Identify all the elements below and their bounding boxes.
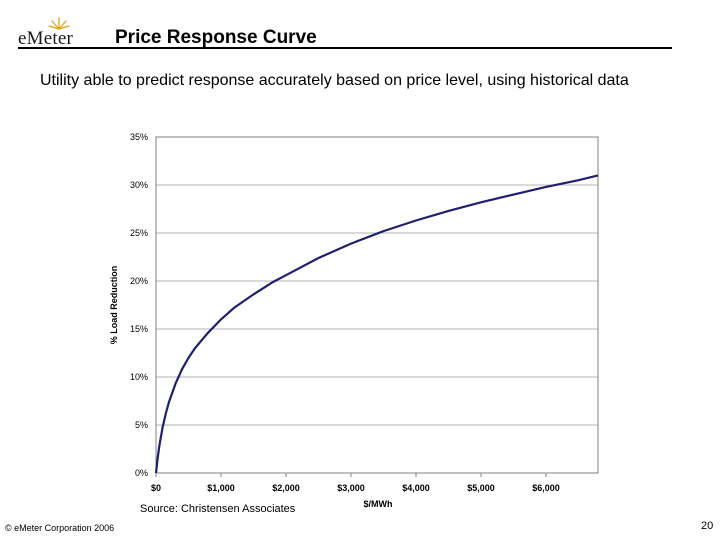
price-response-chart: 0% 5% 10% 15% 20% 25% 30% 35% $0 $1,000 $2,000 $3,…	[109, 132, 599, 509]
series-line	[154, 174, 599, 474]
y-tick-label: 25%	[130, 228, 148, 238]
x-tick-label: $3,000	[337, 483, 365, 493]
chart-gridlines	[156, 136, 598, 474]
emeter-logo: eMeter	[18, 16, 104, 50]
x-tick-label: $2,000	[272, 483, 300, 493]
x-axis-ticks: $0 $1,000 $2,000 $3,000 $4,000 $5,000 $6,000	[151, 473, 560, 493]
sun-rays-icon	[48, 17, 70, 30]
x-tick-label: $4,000	[402, 483, 430, 493]
y-tick-label: 15%	[130, 324, 148, 334]
page-title: Price Response Curve	[115, 27, 317, 48]
y-tick-label: 0%	[135, 468, 148, 478]
x-axis-label: $/MWh	[364, 499, 393, 509]
plot-area-frame	[155, 136, 599, 474]
page-number: 20	[701, 520, 714, 532]
slide-subtitle: Utility able to predict response accurat…	[40, 72, 629, 89]
y-axis-ticks: 0% 5% 10% 15% 20% 25% 30% 35%	[130, 132, 148, 478]
copyright-footer: © eMeter Corporation 2006	[5, 523, 115, 533]
y-tick-label: 35%	[130, 132, 148, 142]
x-tick-label: $5,000	[467, 483, 495, 493]
y-tick-label: 10%	[130, 372, 148, 382]
title-divider	[18, 47, 672, 49]
x-tick-label: $0	[151, 483, 161, 493]
logo-text: eMeter	[18, 28, 73, 49]
source-note: Source: Christensen Associates	[140, 503, 296, 515]
y-tick-label: 5%	[135, 420, 148, 430]
y-axis-label: % Load Reduction	[109, 266, 119, 345]
y-tick-label: 20%	[130, 276, 148, 286]
x-tick-label: $6,000	[532, 483, 560, 493]
y-tick-label: 30%	[130, 180, 148, 190]
x-tick-label: $1,000	[207, 483, 235, 493]
